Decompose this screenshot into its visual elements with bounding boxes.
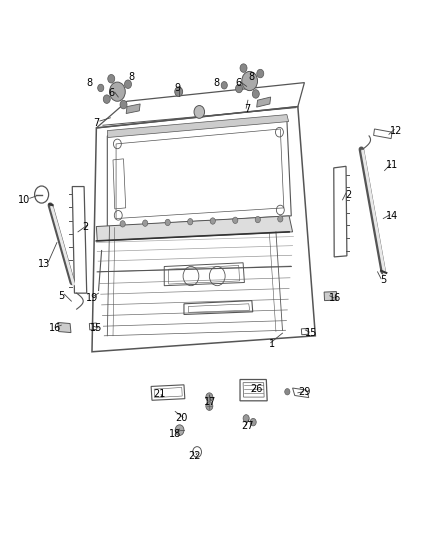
Circle shape [142, 220, 148, 227]
Circle shape [194, 106, 205, 118]
Text: 6: 6 [236, 78, 242, 87]
Circle shape [255, 216, 261, 223]
Text: 15: 15 [90, 323, 102, 333]
Circle shape [210, 218, 215, 224]
Polygon shape [96, 216, 293, 241]
Text: 12: 12 [390, 126, 403, 135]
Text: 8: 8 [87, 78, 93, 87]
Circle shape [233, 217, 238, 223]
Text: 18: 18 [169, 430, 181, 439]
Text: 2: 2 [345, 190, 351, 199]
Circle shape [206, 393, 213, 401]
Circle shape [108, 75, 115, 83]
Circle shape [103, 95, 110, 103]
Text: 27: 27 [241, 422, 254, 431]
Polygon shape [257, 97, 271, 107]
Text: 26: 26 [250, 384, 262, 394]
Circle shape [206, 402, 213, 410]
Polygon shape [58, 322, 71, 333]
Circle shape [124, 80, 131, 88]
Text: 8: 8 [214, 78, 220, 87]
Polygon shape [107, 115, 289, 138]
Text: 7: 7 [244, 104, 251, 114]
Circle shape [165, 219, 170, 225]
Circle shape [187, 219, 193, 225]
Text: 29: 29 [298, 387, 311, 397]
Circle shape [250, 418, 256, 426]
Circle shape [252, 90, 259, 98]
Text: 5: 5 [58, 291, 64, 301]
Circle shape [278, 216, 283, 222]
Text: 10: 10 [18, 195, 30, 205]
Circle shape [120, 221, 125, 227]
Text: 16: 16 [49, 323, 61, 333]
Text: 13: 13 [38, 259, 50, 269]
Circle shape [175, 425, 184, 435]
Text: 6: 6 [109, 88, 115, 98]
Text: 15: 15 [305, 328, 317, 338]
Circle shape [175, 87, 183, 96]
Polygon shape [126, 104, 140, 114]
Text: 8: 8 [128, 72, 134, 82]
Circle shape [257, 69, 264, 78]
Polygon shape [324, 292, 337, 301]
Circle shape [240, 64, 247, 72]
Text: 16: 16 [329, 294, 341, 303]
Text: 9: 9 [174, 83, 180, 93]
Text: 21: 21 [154, 390, 166, 399]
Circle shape [221, 82, 227, 89]
Text: 2: 2 [82, 222, 88, 231]
Text: 5: 5 [380, 275, 386, 285]
Circle shape [98, 84, 104, 92]
Circle shape [285, 389, 290, 395]
Text: 22: 22 [189, 451, 201, 461]
Text: 1: 1 [268, 339, 275, 349]
Text: 11: 11 [386, 160, 398, 170]
Text: 19: 19 [86, 294, 98, 303]
Circle shape [110, 82, 125, 101]
Text: 8: 8 [249, 72, 255, 82]
Circle shape [236, 84, 243, 93]
Circle shape [120, 100, 127, 109]
Text: 7: 7 [93, 118, 99, 127]
Text: 14: 14 [386, 211, 398, 221]
Text: 20: 20 [176, 414, 188, 423]
Circle shape [242, 71, 258, 91]
Text: 17: 17 [204, 398, 216, 407]
Circle shape [243, 415, 249, 422]
